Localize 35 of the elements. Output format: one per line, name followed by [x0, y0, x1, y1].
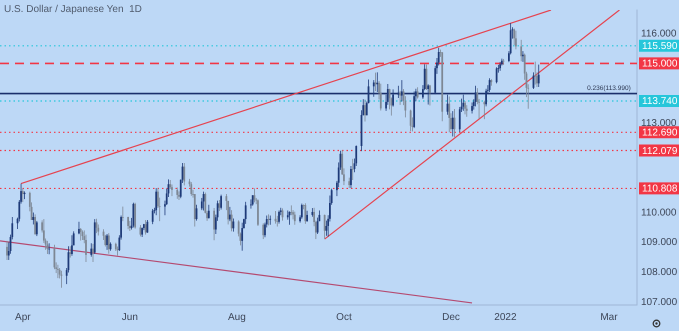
candlestick	[116, 246, 118, 256]
y-tick-label: 107.000	[641, 296, 678, 308]
y-tick-label: 110.000	[641, 207, 677, 218]
candlestick	[178, 191, 180, 200]
candlestick	[399, 90, 401, 105]
x-tick-label: Jun	[122, 312, 138, 323]
ref-line-label: 113.740	[642, 96, 678, 108]
ref-line-label: 115.590	[642, 41, 678, 52]
x-tick-label: Oct	[336, 312, 352, 323]
candlestick	[92, 244, 94, 262]
y-tick-label: 108.000	[641, 266, 678, 278]
candlestick	[374, 72, 376, 92]
ref-line-label: 112.079	[642, 146, 678, 157]
x-tick-label: 2022	[494, 312, 517, 323]
x-tick-label: Apr	[15, 312, 32, 323]
candlestick	[522, 51, 524, 62]
candlestick	[268, 214, 270, 226]
chart-title: U.S. Dollar / Japanese Yen 1D	[4, 4, 142, 15]
candlestick	[171, 184, 173, 196]
x-tick-label: Aug	[228, 312, 246, 323]
candlestick	[57, 264, 59, 278]
candlestick	[288, 211, 290, 225]
candlestick	[60, 270, 62, 288]
candlestick	[48, 243, 50, 254]
candlestick	[274, 211, 276, 224]
candlestick	[490, 79, 492, 86]
candlestick	[250, 199, 252, 209]
ref-line-label: 115.000	[642, 58, 678, 70]
ref-line-label: 110.808	[642, 184, 678, 195]
x-tick-label: Dec	[442, 312, 460, 323]
ref-line-label: 112.690	[642, 128, 678, 139]
x-tick-label: Mar	[600, 312, 618, 323]
candlestick	[502, 58, 505, 65]
y-tick-label: 109.000	[641, 237, 678, 248]
y-tick-label: 116.000	[641, 28, 677, 40]
